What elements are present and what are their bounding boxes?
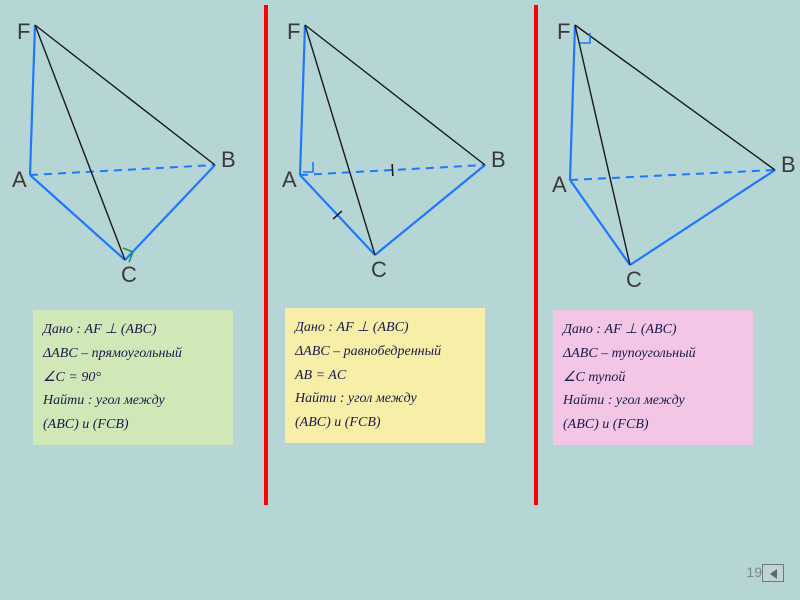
- vertex-label: C: [121, 262, 137, 288]
- problem-line: (ABC) и (FCB): [563, 413, 743, 437]
- vertex-label: C: [371, 257, 387, 283]
- problem-line: (ABC) и (FCB): [295, 411, 475, 435]
- vertex-label: B: [221, 147, 236, 173]
- geometry-panel-left: F A B C Дано : AF ⊥ (ABC)ΔABC – прямоугольны…: [5, 0, 245, 500]
- problem-line: Дано : AF ⊥ (ABC): [563, 318, 743, 342]
- vertex-label: A: [552, 172, 567, 198]
- figure-middle: [275, 0, 525, 300]
- geometry-panel-middle: F A B C Дано : AF ⊥ (ABC)ΔABC – равнобедренн…: [275, 0, 515, 500]
- vertex-label: B: [781, 152, 796, 178]
- problem-line: ΔABC – прямоугольный: [43, 342, 223, 366]
- problem-line: Найти : угол между: [563, 389, 743, 413]
- problem-line: ∠C = 90°: [43, 366, 223, 390]
- vertex-label: F: [557, 19, 570, 45]
- vertex-label: B: [491, 147, 506, 173]
- figure-right: [545, 0, 795, 300]
- figure-left: [5, 0, 255, 300]
- panel-divider: [534, 5, 538, 505]
- problem-line: ΔABC – тупоугольный: [563, 342, 743, 366]
- vertex-label: A: [282, 167, 297, 193]
- problem-text-middle: Дано : AF ⊥ (ABC)ΔABC – равнобедренныйAB…: [285, 308, 485, 443]
- vertex-label: A: [12, 167, 27, 193]
- problem-line: Найти : угол между: [43, 389, 223, 413]
- problem-line: AB = AC: [295, 364, 475, 388]
- problem-line: (ABC) и (FCB): [43, 413, 223, 437]
- vertex-label: F: [287, 19, 300, 45]
- problem-line: Дано : AF ⊥ (ABC): [43, 318, 223, 342]
- problem-line: ΔABC – равнобедренный: [295, 340, 475, 364]
- problem-line: Дано : AF ⊥ (ABC): [295, 316, 475, 340]
- nav-back-button[interactable]: [762, 564, 784, 582]
- slide-number: 19: [746, 564, 762, 580]
- problem-line: ∠C тупой: [563, 366, 743, 390]
- panel-divider: [264, 5, 268, 505]
- problem-text-right: Дано : AF ⊥ (ABC)ΔABC – тупоугольный∠C т…: [553, 310, 753, 445]
- problem-line: Найти : угол между: [295, 387, 475, 411]
- vertex-label: F: [17, 19, 30, 45]
- geometry-panel-right: FABCДано : AF ⊥ (ABC)ΔABC – тупоугольный…: [545, 0, 785, 500]
- problem-text-left: Дано : AF ⊥ (ABC)ΔABC – прямоугольный∠C …: [33, 310, 233, 445]
- vertex-label: C: [626, 267, 642, 293]
